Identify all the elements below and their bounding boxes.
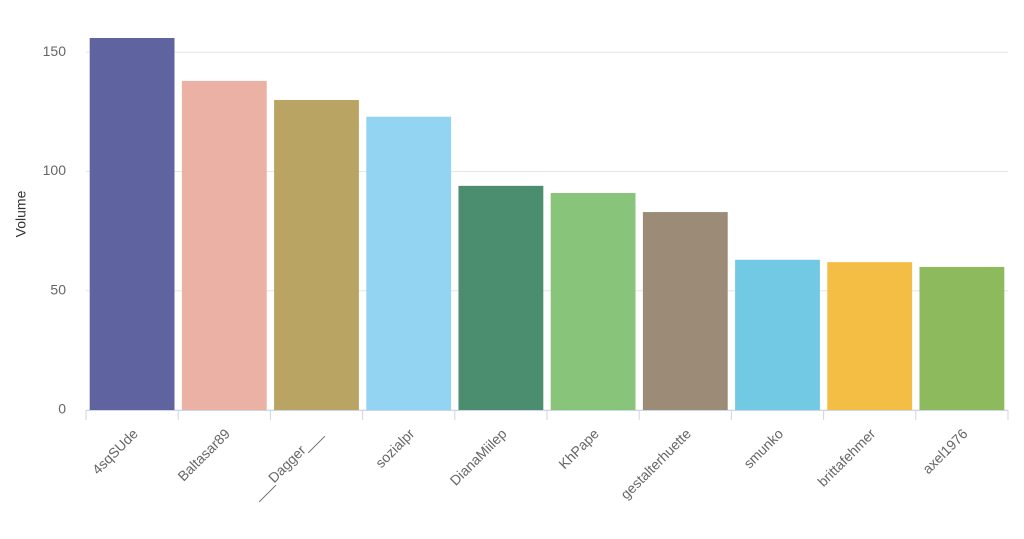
- y-tick-label: 50: [50, 281, 66, 297]
- x-tick-label: smunko: [740, 425, 786, 471]
- bar: [735, 259, 820, 410]
- x-tick-label: Baltasar89: [174, 425, 233, 484]
- bar: [642, 212, 728, 410]
- bar: [274, 100, 359, 410]
- bar: [550, 193, 636, 410]
- x-tick-label: brittafehmer: [814, 425, 878, 489]
- y-tick-label: 100: [43, 162, 67, 178]
- bar: [89, 38, 175, 410]
- x-tick-label: KhPape: [555, 425, 602, 472]
- x-tick-label: axel1976: [919, 425, 971, 477]
- bar: [366, 116, 452, 410]
- y-axis-title: Volume: [13, 190, 29, 237]
- x-tick-label: DianaMiilep: [447, 425, 510, 488]
- x-tick-label: gestalterhuette: [617, 425, 694, 502]
- y-tick-label: 150: [43, 43, 67, 59]
- x-tick-label: ___Dagger___: [248, 425, 326, 503]
- bar: [919, 266, 1005, 410]
- x-tick-label: sozialpr: [372, 425, 418, 471]
- x-tick-label: 4sqSUde: [89, 425, 141, 477]
- bar: [181, 80, 267, 410]
- bar: [827, 262, 913, 410]
- bar: [458, 185, 544, 410]
- y-tick-label: 0: [58, 401, 66, 417]
